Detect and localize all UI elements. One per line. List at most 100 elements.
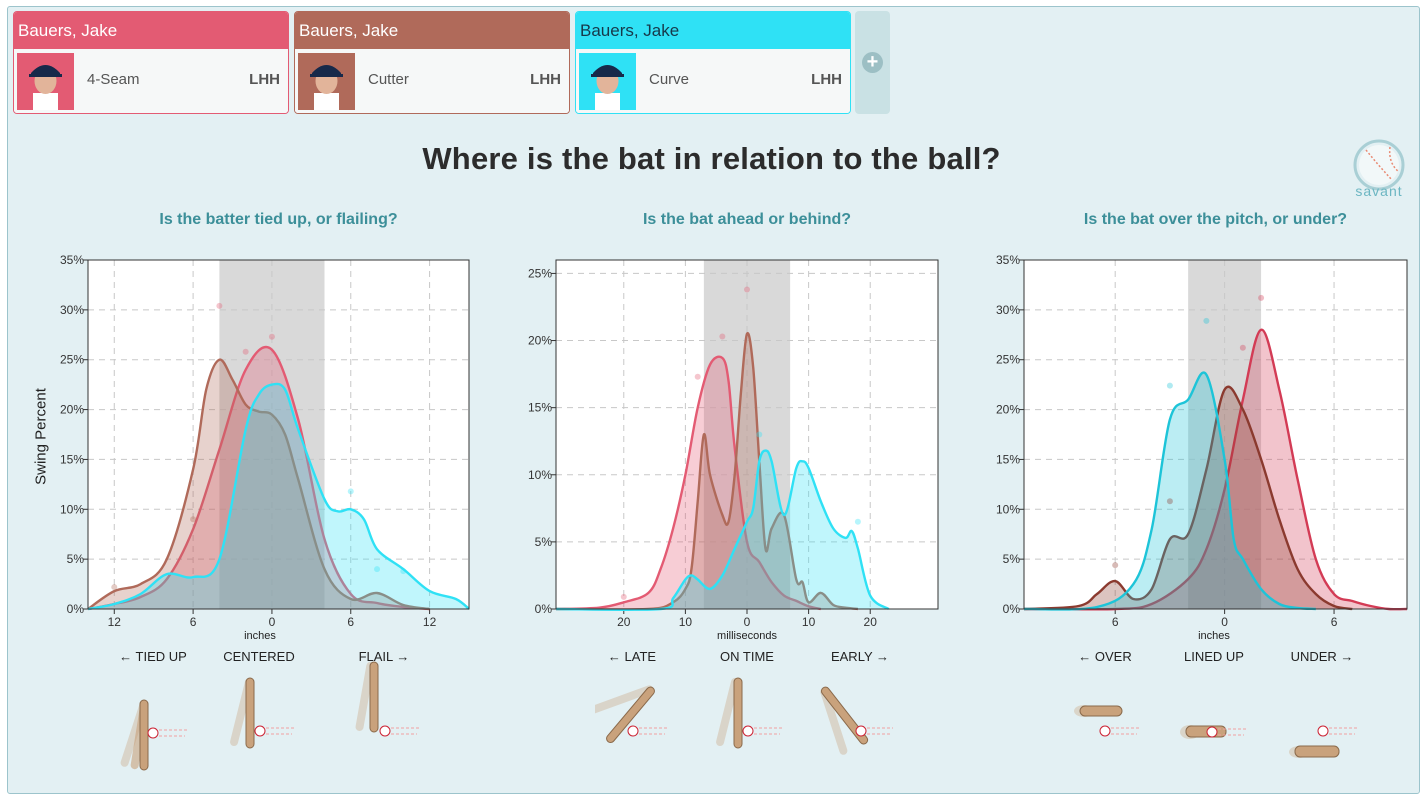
x-tick-label: 10 <box>679 615 693 629</box>
data-point <box>620 593 627 600</box>
plot-border <box>87 259 470 610</box>
panel-2-dir-left: ← LATE <box>607 649 657 664</box>
y-tick-label: 5% <box>67 552 85 566</box>
y-tick-label: 30% <box>996 303 1020 317</box>
data-point <box>1112 562 1119 569</box>
series-area-4-seam <box>1024 329 1407 610</box>
player-card-1[interactable]: Bauers, Jake 4-Seam LHH <box>13 11 289 114</box>
data-point <box>216 302 223 309</box>
y-tick-label: 35% <box>996 253 1020 267</box>
data-point <box>347 488 354 495</box>
series-line-cutter <box>1023 385 1353 611</box>
data-point <box>1166 498 1173 505</box>
player-name: Bauers, Jake <box>14 12 288 49</box>
add-player-button[interactable]: + <box>855 11 890 114</box>
bat-centered-illustration <box>230 677 294 749</box>
y-tick-label: 5% <box>1003 552 1021 566</box>
player-card-2[interactable]: Bauers, Jake Cutter LHH <box>294 11 570 114</box>
series-line-4-seam <box>87 345 430 611</box>
series-area-cutter <box>88 359 430 609</box>
data-point <box>744 286 750 293</box>
page-title: Where is the bat in relation to the ball… <box>422 141 1001 176</box>
pitch-type: 4-Seam <box>87 71 140 88</box>
series-area-4-seam <box>556 356 821 609</box>
series-area-curve <box>1024 372 1316 610</box>
panel-3-dir-mid: LINED UP <box>1184 649 1244 664</box>
savant-logo-text: savant <box>1355 183 1403 199</box>
player-name: Bauers, Jake <box>576 12 850 49</box>
pitch-type: Curve <box>649 71 690 88</box>
bat-lined-up-illustration <box>1180 725 1246 739</box>
player-photo <box>17 53 74 110</box>
pitch-type: Cutter <box>368 71 409 88</box>
data-point <box>1166 382 1173 389</box>
series-area-curve <box>556 450 889 610</box>
y-tick-label: 25% <box>60 353 84 367</box>
series-line-4-seam <box>1023 328 1408 611</box>
y-tick-label: 10% <box>528 468 552 482</box>
bat-flail-illustration <box>355 661 419 737</box>
player-name: Bauers, Jake <box>295 12 569 49</box>
series-line-4-seam <box>555 355 822 611</box>
bat-over-illustration <box>1074 705 1139 737</box>
series-area-curve <box>88 383 469 609</box>
y-tick-label: 0% <box>535 602 553 616</box>
bat-late-illustration <box>595 685 667 744</box>
panel-3-dir-left: ← OVER <box>1078 649 1132 664</box>
batter-hand: LHH <box>249 71 280 88</box>
y-tick-label: 15% <box>996 452 1020 466</box>
data-point <box>111 584 118 591</box>
plus-icon: + <box>862 52 883 73</box>
bat-early-illustration <box>820 686 893 755</box>
data-point <box>1203 317 1210 324</box>
y-tick-label: 10% <box>60 502 84 516</box>
panel-3-xlabel: inches <box>1198 630 1230 642</box>
series-line-curve <box>87 382 470 611</box>
x-tick-label: 0 <box>269 615 276 629</box>
data-point <box>694 373 701 380</box>
batter-hand: LHH <box>530 71 561 88</box>
series-area-cutter <box>556 333 858 610</box>
savant-logo-icon[interactable] <box>1352 128 1406 202</box>
x-tick-label: 6 <box>1112 615 1119 629</box>
panel-2-subtitle: Is the bat ahead or behind? <box>642 211 852 228</box>
panel-3-dir-right: UNDER → <box>1290 649 1354 664</box>
x-tick-label: 10 <box>802 615 816 629</box>
plot-border <box>555 259 939 610</box>
data-point <box>719 333 726 340</box>
data-point <box>374 566 381 573</box>
x-tick-label: 12 <box>423 615 437 629</box>
panel-3-subtitle: Is the bat over the pitch, or under? <box>1083 211 1348 228</box>
series-area-cutter <box>1024 386 1353 609</box>
panel-1-subtitle: Is the batter tied up, or flailing? <box>159 211 398 228</box>
player-card-3[interactable]: Bauers, Jake Curve LHH <box>575 11 851 114</box>
x-tick-label: 12 <box>108 615 122 629</box>
y-tick-label: 25% <box>528 266 552 280</box>
bat-tied-up-illustration <box>120 699 187 771</box>
x-tick-label: 20 <box>617 615 631 629</box>
y-tick-label: 35% <box>60 253 84 267</box>
series-line-curve <box>555 449 890 611</box>
y-tick-label: 25% <box>996 353 1020 367</box>
y-tick-label: 20% <box>528 334 552 348</box>
bat-under-illustration <box>1289 725 1357 758</box>
player-photo <box>579 53 636 110</box>
series-line-curve <box>1023 371 1316 611</box>
batter-hand: LHH <box>811 71 842 88</box>
panel-2-dir-mid: ON TIME <box>720 649 774 664</box>
x-tick-label: 6 <box>347 615 354 629</box>
data-point <box>1239 344 1246 351</box>
plot-border <box>1023 259 1408 610</box>
player-photo <box>298 53 355 110</box>
data-point <box>268 333 275 340</box>
bat-on-time-illustration <box>716 677 782 749</box>
panel-1-dir-right: FLAIL → <box>358 649 410 664</box>
x-tick-label: 0 <box>1221 615 1228 629</box>
x-tick-label: 0 <box>744 615 751 629</box>
y-tick-label: 15% <box>528 401 552 415</box>
data-point <box>242 348 249 355</box>
y-tick-label: 0% <box>67 602 85 616</box>
series-line-cutter <box>555 331 859 611</box>
x-tick-label: 6 <box>1331 615 1338 629</box>
